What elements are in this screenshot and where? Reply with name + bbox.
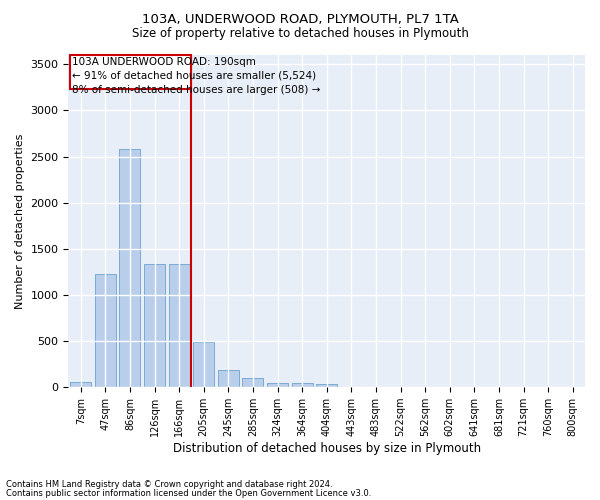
Bar <box>218 370 239 387</box>
Bar <box>292 382 313 387</box>
Text: Size of property relative to detached houses in Plymouth: Size of property relative to detached ho… <box>131 28 469 40</box>
Bar <box>144 264 165 387</box>
Text: 103A UNDERWOOD ROAD: 190sqm
← 91% of detached houses are smaller (5,524)
8% of s: 103A UNDERWOOD ROAD: 190sqm ← 91% of det… <box>72 57 320 95</box>
Bar <box>95 274 116 387</box>
Bar <box>242 378 263 387</box>
FancyBboxPatch shape <box>70 55 191 89</box>
Y-axis label: Number of detached properties: Number of detached properties <box>15 134 25 309</box>
Text: Contains HM Land Registry data © Crown copyright and database right 2024.: Contains HM Land Registry data © Crown c… <box>6 480 332 489</box>
Text: Contains public sector information licensed under the Open Government Licence v3: Contains public sector information licen… <box>6 488 371 498</box>
Text: 103A, UNDERWOOD ROAD, PLYMOUTH, PL7 1TA: 103A, UNDERWOOD ROAD, PLYMOUTH, PL7 1TA <box>142 12 458 26</box>
Bar <box>316 384 337 387</box>
Bar <box>267 382 288 387</box>
X-axis label: Distribution of detached houses by size in Plymouth: Distribution of detached houses by size … <box>173 442 481 455</box>
Bar <box>119 149 140 387</box>
Bar <box>193 342 214 387</box>
Bar <box>70 382 91 387</box>
Bar <box>169 264 190 387</box>
